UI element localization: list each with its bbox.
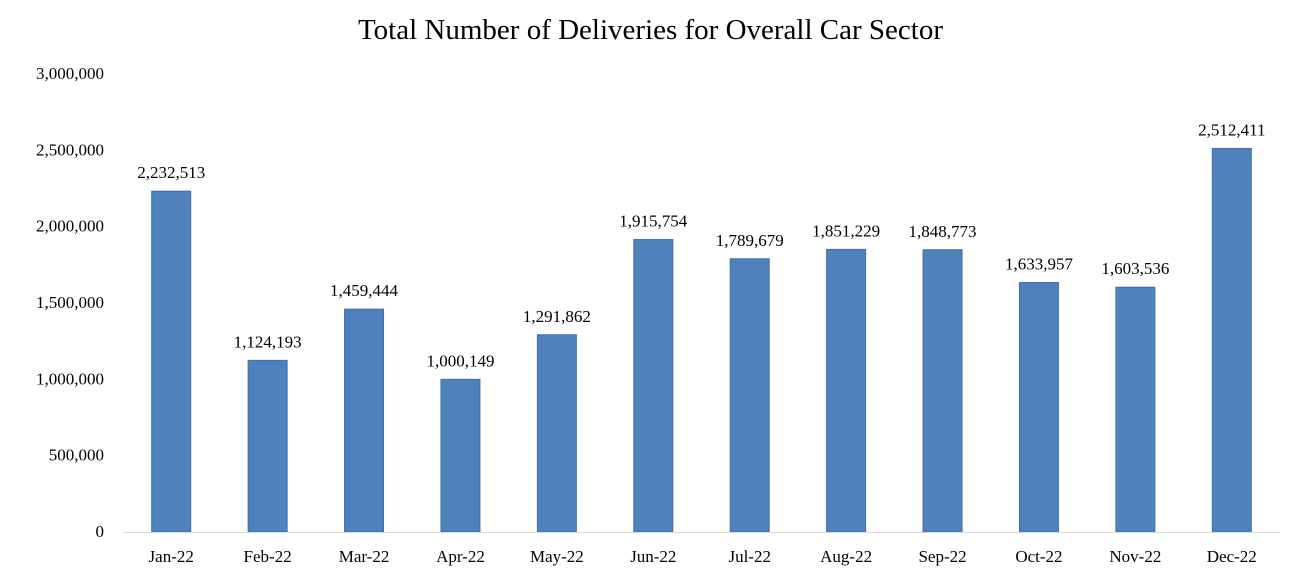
y-tick-label: 0: [96, 522, 105, 541]
data-label: 1,851,229: [812, 221, 880, 240]
bar-mar-22: [344, 308, 385, 533]
y-tick-label: 500,000: [49, 446, 104, 465]
data-label: 1,603,536: [1101, 259, 1169, 278]
x-axis-labels: Jan-22 Feb-22 Mar-22 Apr-22 May-22 Jun-22 Jul-…: [149, 547, 1257, 566]
x-tick-label: Apr-22: [436, 547, 485, 566]
data-label: 2,232,513: [137, 163, 205, 182]
data-label: 1,000,149: [426, 351, 494, 370]
bar-aug-22: [826, 248, 867, 533]
bar-apr-22: [440, 378, 481, 533]
y-tick-label: 1,500,000: [36, 293, 104, 312]
x-tick-label: Jun-22: [630, 547, 676, 566]
bar-nov-22: [1115, 286, 1156, 533]
y-axis-labels: 0 500,000 1,000,000 1,500,000 2,000,000 2,500…: [36, 64, 104, 541]
data-label: 1,459,444: [330, 281, 399, 300]
x-tick-label: Sep-22: [918, 547, 966, 566]
x-tick-label: Aug-22: [820, 547, 872, 566]
chart-title: Total Number of Deliveries for Overall C…: [357, 14, 943, 46]
data-label: 1,124,193: [234, 332, 302, 351]
data-label: 1,633,957: [1005, 255, 1074, 274]
data-label: 1,848,773: [909, 222, 977, 241]
y-tick-label: 2,500,000: [36, 140, 104, 159]
bar-may-22: [536, 334, 577, 533]
x-tick-label: Nov-22: [1109, 547, 1161, 566]
x-tick-label: Jul-22: [728, 547, 771, 566]
x-tick-label: Jan-22: [149, 547, 194, 566]
y-tick-label: 2,000,000: [36, 217, 104, 236]
bar-sep-22: [922, 249, 963, 533]
bar-jul-22: [729, 258, 770, 533]
x-tick-label: May-22: [530, 547, 584, 566]
bar-oct-22: [1018, 282, 1059, 533]
bar-jan-22: [151, 190, 192, 533]
data-label: 2,512,411: [1198, 120, 1265, 139]
data-label: 1,915,754: [619, 212, 688, 231]
data-label: 1,291,862: [523, 307, 591, 326]
x-tick-label: Feb-22: [244, 547, 292, 566]
bar-feb-22: [247, 359, 288, 533]
bar-jun-22: [633, 239, 674, 533]
bar-dec-22: [1211, 147, 1252, 533]
y-tick-label: 1,000,000: [36, 369, 104, 388]
data-labels: 2,232,513 1,124,193 1,459,444 1,000,149 1,29…: [137, 120, 1265, 370]
y-tick-label: 3,000,000: [36, 64, 104, 83]
bars: [151, 147, 1252, 533]
x-tick-label: Mar-22: [339, 547, 390, 566]
x-tick-label: Dec-22: [1207, 547, 1257, 566]
data-label: 1,789,679: [716, 231, 784, 250]
x-tick-label: Oct-22: [1015, 547, 1062, 566]
